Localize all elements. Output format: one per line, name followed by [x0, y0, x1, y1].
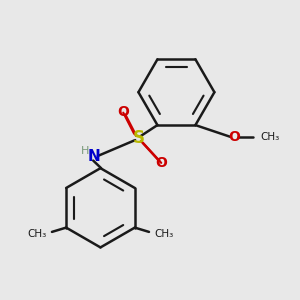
Text: O: O	[228, 130, 240, 144]
Text: N: N	[88, 149, 100, 164]
Text: CH₃: CH₃	[261, 132, 280, 142]
Text: S: S	[132, 129, 144, 147]
Text: CH₃: CH₃	[154, 229, 174, 238]
Text: CH₃: CH₃	[27, 229, 46, 238]
Text: H: H	[80, 146, 89, 156]
Text: O: O	[156, 156, 167, 170]
Text: O: O	[118, 105, 130, 119]
